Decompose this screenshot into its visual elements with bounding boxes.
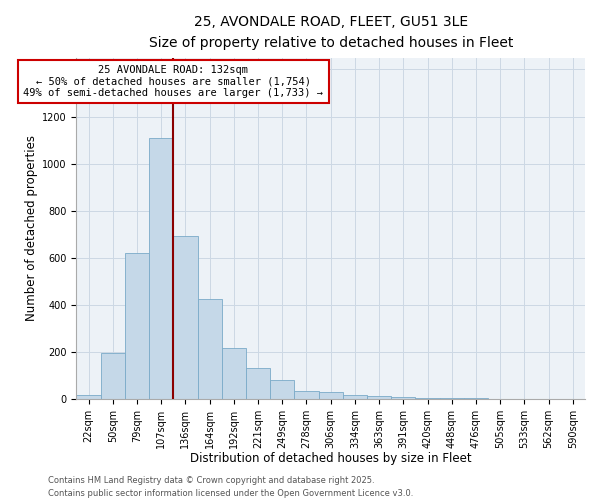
Bar	[391, 397, 415, 398]
X-axis label: Distribution of detached houses by size in Fleet: Distribution of detached houses by size …	[190, 452, 472, 465]
Bar	[173, 236, 197, 398]
Bar	[319, 392, 343, 398]
Bar	[367, 396, 391, 398]
Bar	[125, 253, 149, 398]
Bar	[101, 353, 125, 399]
Bar	[197, 299, 222, 398]
Y-axis label: Number of detached properties: Number of detached properties	[25, 135, 38, 321]
Bar	[246, 368, 270, 398]
Title: 25, AVONDALE ROAD, FLEET, GU51 3LE
Size of property relative to detached houses : 25, AVONDALE ROAD, FLEET, GU51 3LE Size …	[149, 15, 513, 50]
Bar	[343, 395, 367, 398]
Bar	[76, 395, 101, 398]
Bar	[149, 138, 173, 398]
Text: 25 AVONDALE ROAD: 132sqm
← 50% of detached houses are smaller (1,754)
49% of sem: 25 AVONDALE ROAD: 132sqm ← 50% of detach…	[23, 65, 323, 98]
Bar	[270, 380, 295, 398]
Text: Contains HM Land Registry data © Crown copyright and database right 2025.
Contai: Contains HM Land Registry data © Crown c…	[48, 476, 413, 498]
Bar	[295, 390, 319, 398]
Bar	[222, 348, 246, 399]
